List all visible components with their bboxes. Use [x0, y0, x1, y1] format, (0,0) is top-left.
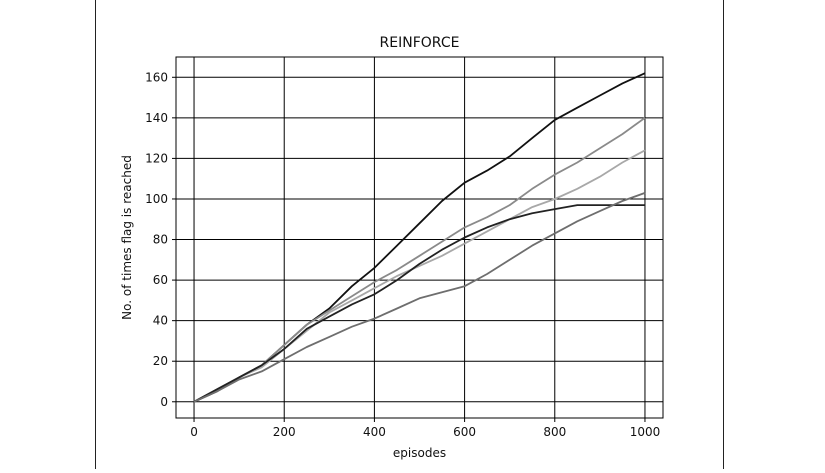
- series-line-4: [193, 204, 645, 403]
- y-tick-label: 40: [153, 314, 168, 328]
- series-line-5: [193, 192, 646, 403]
- y-tick-label: 160: [145, 70, 168, 84]
- x-tick-label: 1000: [630, 425, 661, 439]
- y-tick-label: 0: [160, 395, 168, 409]
- grid-lines: [176, 57, 663, 418]
- series-line-3: [193, 149, 646, 403]
- series-group: [193, 72, 646, 403]
- plot-area-border: [175, 56, 664, 419]
- chart-title: REINFORCE: [380, 35, 460, 51]
- frame-right-border: [723, 0, 724, 469]
- axis-ticks: 0 200 400 600 800 1000 0 20 40 60 80 100 120 140 160: [145, 70, 660, 439]
- y-tick-label: 120: [145, 151, 168, 165]
- y-axis-label: No. of times flag is reached: [120, 155, 134, 320]
- x-tick-label: 200: [273, 425, 296, 439]
- y-tick-label: 20: [153, 354, 168, 368]
- series-line-2: [193, 117, 646, 403]
- x-tick-label: 600: [453, 425, 476, 439]
- y-tick-label: 80: [153, 233, 168, 247]
- y-tick-label: 100: [145, 192, 168, 206]
- x-tick-label: 400: [363, 425, 386, 439]
- series-line-1: [193, 72, 646, 403]
- frame-left-border: [95, 0, 96, 469]
- y-tick-label: 60: [153, 273, 168, 287]
- y-tick-label: 140: [145, 111, 168, 125]
- x-axis-label: episodes: [393, 446, 446, 460]
- x-tick-label: 800: [543, 425, 566, 439]
- x-tick-label: 0: [190, 425, 198, 439]
